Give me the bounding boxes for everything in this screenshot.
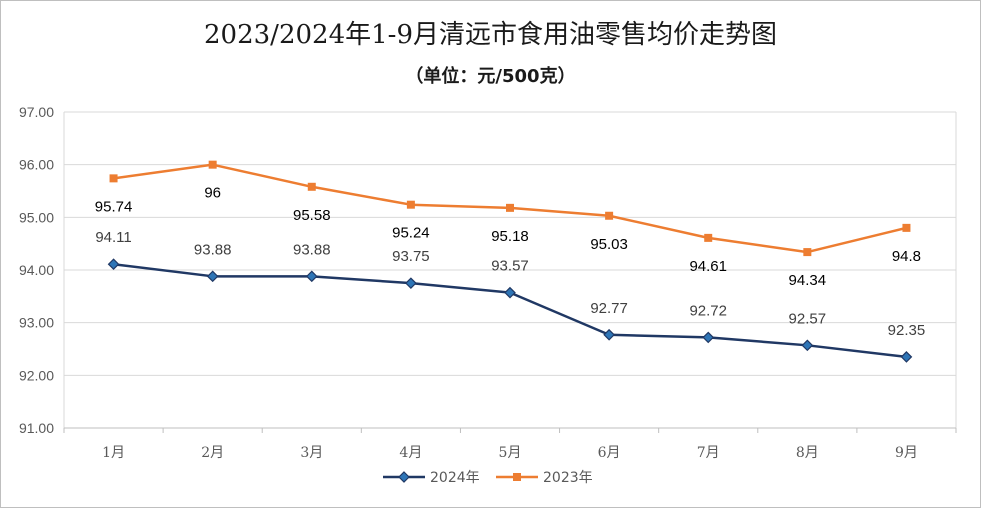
data-label: 95.74 [95,198,133,215]
data-label: 92.35 [888,322,926,339]
chart-title: 2023/2024年1-9月清远市食用油零售均价走势图 [204,20,777,50]
x-tick-label: 6月 [598,445,621,461]
x-tick-label: 7月 [697,445,720,461]
y-tick-label: 92.00 [19,367,54,383]
data-label: 94.11 [95,229,131,246]
x-tick-label: 1月 [102,445,125,461]
point-marker [406,200,415,209]
y-tick-label: 97.00 [19,104,54,120]
x-tick-label: 9月 [895,445,918,461]
chart-subtitle: （单位：元/500克） [405,66,576,87]
legend-label: 2024年 [430,470,480,486]
data-label: 95.58 [293,207,331,224]
data-label: 92.77 [590,300,628,317]
y-tick-label: 94.00 [19,262,54,278]
data-label: 93.57 [491,258,529,275]
point-marker [208,160,217,169]
series-line-2024年 [113,262,907,359]
point-marker [307,182,316,191]
point-marker [704,233,713,242]
point-marker [702,331,715,344]
data-label: 95.03 [590,236,628,253]
x-tick-label: 3月 [300,445,323,461]
data-label: 92.72 [689,302,727,319]
y-tick-label: 91.00 [19,420,54,436]
y-tick-label: 96.00 [19,157,54,173]
point-marker [506,203,514,212]
legend-marker [398,471,410,483]
point-marker [109,174,118,183]
point-marker [801,339,814,352]
legend-marker [513,473,521,481]
data-label: 93.75 [392,248,430,265]
point-marker [504,286,516,299]
point-marker [305,270,318,283]
point-marker [803,248,812,257]
data-label: 93.88 [293,241,331,258]
data-label: 93.88 [194,241,232,258]
legend-label: 2023年 [543,470,593,486]
x-tick-label: 4月 [399,445,422,461]
y-tick-label: 95.00 [19,209,54,225]
data-label: 92.57 [789,310,827,327]
point-marker [603,328,615,341]
y-tick-label: 93.00 [19,315,54,331]
point-marker [206,270,219,283]
point-marker [902,223,911,232]
data-label: 95.24 [392,225,430,242]
point-marker [107,258,120,271]
data-label: 96 [204,185,221,202]
x-tick-label: 2月 [201,445,224,461]
point-marker [605,211,614,220]
x-tick-label: 5月 [499,445,522,461]
x-tick-label: 8月 [796,445,819,461]
point-marker [405,277,417,290]
data-label: 95.18 [491,228,529,245]
point-marker [900,351,913,363]
data-label: 94.34 [789,272,827,289]
data-label: 94.8 [892,248,921,265]
data-label: 94.61 [689,258,727,275]
